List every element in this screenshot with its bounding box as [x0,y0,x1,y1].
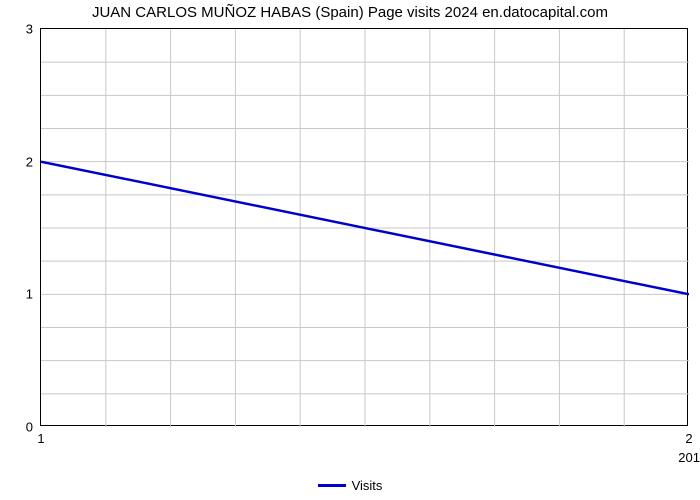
line-chart: JUAN CARLOS MUÑOZ HABAS (Spain) Page vis… [0,0,700,500]
chart-title: JUAN CARLOS MUÑOZ HABAS (Spain) Page vis… [0,4,700,21]
x-axis-secondary-label: 201 [678,450,700,465]
plot-svg [41,29,689,427]
legend-label: Visits [352,478,383,493]
y-tick-label: 2 [26,154,41,169]
x-tick-label: 2 [685,425,692,446]
legend: Visits [0,478,700,493]
y-tick-label: 3 [26,22,41,37]
plot-area: 012312 [40,28,688,426]
legend-swatch [318,484,346,487]
x-tick-label: 1 [37,425,44,446]
y-tick-label: 1 [26,287,41,302]
